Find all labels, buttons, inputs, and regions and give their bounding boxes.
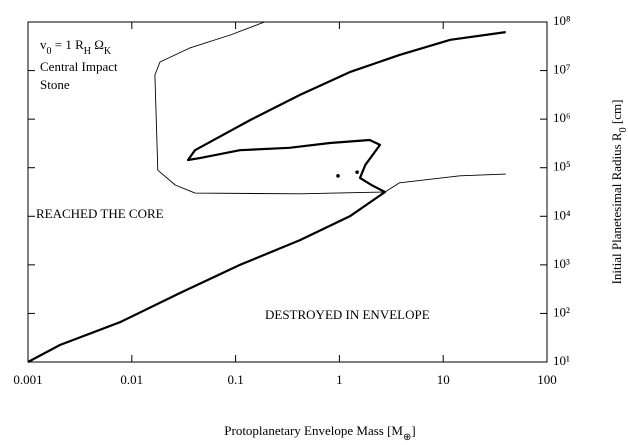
y-tick-label: 10⁴ [553,207,571,222]
annotation: Stone [40,77,70,92]
x-axis-label: Protoplanetary Envelope Mass [M⊕] [224,423,415,443]
x-axis-label-part: ] [411,423,415,438]
y-axis-label-part: Initial Planetesimal Radius R [609,132,624,284]
x-tick-label: 0.001 [13,372,42,387]
y-axis-label-part: [cm] [609,100,624,128]
contour-line [154,21,506,195]
annotation-part: 0 [47,46,52,57]
annotation: v0 = 1 RH ΩK [40,37,112,57]
annotation: REACHED THE CORE [36,206,164,221]
y-tick-label: 10³ [553,256,570,271]
plot-frame [27,21,548,363]
y-tick-label: 10¹ [553,353,570,368]
annotation-part: DESTROYED IN ENVELOPE [265,307,430,322]
annotation-part: K [104,46,112,57]
y-axis-label-part: 0 [618,127,628,132]
y-tick-label: 10² [553,304,570,319]
y-tick-label: 10⁸ [553,13,571,28]
annotation-part: Ω [91,37,104,52]
y-tick-label: 10⁷ [553,62,571,77]
annotation-part: H [84,46,91,57]
y-tick-label: 10⁶ [553,110,571,125]
x-tick-label: 10 [437,372,450,387]
annotation-part: v [40,37,47,52]
x-axis-label-part: Protoplanetary Envelope Mass [M [224,423,403,438]
annotation-part: Stone [40,77,70,92]
x-tick-label: 100 [537,372,557,387]
x-tick-label: 1 [336,372,343,387]
y-tick-label: 10⁵ [553,159,571,174]
y-axis-label: Initial Planetesimal Radius R0 [cm] [609,100,628,285]
x-tick-label: 0.1 [227,372,243,387]
point [336,174,340,178]
annotation: DESTROYED IN ENVELOPE [265,307,430,322]
annotation-part: Central Impact [40,59,118,74]
annotation: Central Impact [40,59,118,74]
annotation-part: REACHED THE CORE [36,206,164,221]
contour-line [27,31,506,363]
point [355,170,359,174]
x-tick-label: 0.01 [120,372,143,387]
annotation-part: = 1 R [52,37,85,52]
x-axis-label-part: ⊕ [403,432,411,443]
